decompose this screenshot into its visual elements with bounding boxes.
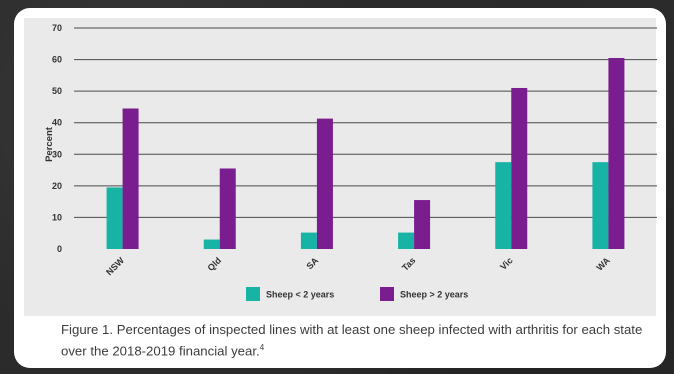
bar-young <box>592 162 609 249</box>
x-tick-label: Vic <box>498 255 515 272</box>
bar-young <box>203 239 220 249</box>
bar-young <box>495 162 512 249</box>
caption-footnote: 4 <box>259 343 265 352</box>
y-tick-label: 30 <box>52 149 62 159</box>
bar-young <box>300 232 317 249</box>
bar-old <box>608 57 625 249</box>
bar-old <box>219 168 236 249</box>
y-tick-label: 60 <box>52 55 62 65</box>
caption-text: Figure 1. Percentages of inspected lines… <box>61 322 643 359</box>
y-axis-title: Percent <box>44 126 55 162</box>
legend-swatch <box>246 287 260 301</box>
x-tick-label: WA <box>595 255 613 273</box>
bar-young <box>398 232 415 249</box>
y-tick-label: 50 <box>52 86 62 96</box>
x-tick-label: NSW <box>104 255 126 277</box>
bar-old <box>316 118 333 249</box>
bar-old <box>122 108 139 249</box>
y-tick-label: 40 <box>52 118 62 128</box>
bar-old <box>511 87 528 249</box>
legend-label: Sheep > 2 years <box>400 290 468 300</box>
y-tick-label: 10 <box>52 212 62 222</box>
x-tick-label: Tas <box>400 255 418 273</box>
figure-card: 0 10 20 30 40 50 60 70 Percent NSW Qld SA Tas Vic WA Sh… <box>14 8 666 368</box>
x-tick-label: Qld <box>205 255 223 273</box>
x-tick-label: SA <box>304 255 320 271</box>
y-tick-label: 20 <box>52 181 62 191</box>
legend-label: Sheep < 2 years <box>266 290 334 300</box>
bar-young <box>106 187 123 249</box>
legend-swatch <box>380 287 394 301</box>
y-tick-label: 70 <box>52 23 62 33</box>
bar-old <box>414 200 431 249</box>
bar-chart: 0 10 20 30 40 50 60 70 Percent NSW Qld SA Tas Vic WA Sh… <box>44 23 657 301</box>
figure-caption: Figure 1. Percentages of inspected lines… <box>61 321 661 360</box>
y-tick-label: 0 <box>57 244 62 254</box>
